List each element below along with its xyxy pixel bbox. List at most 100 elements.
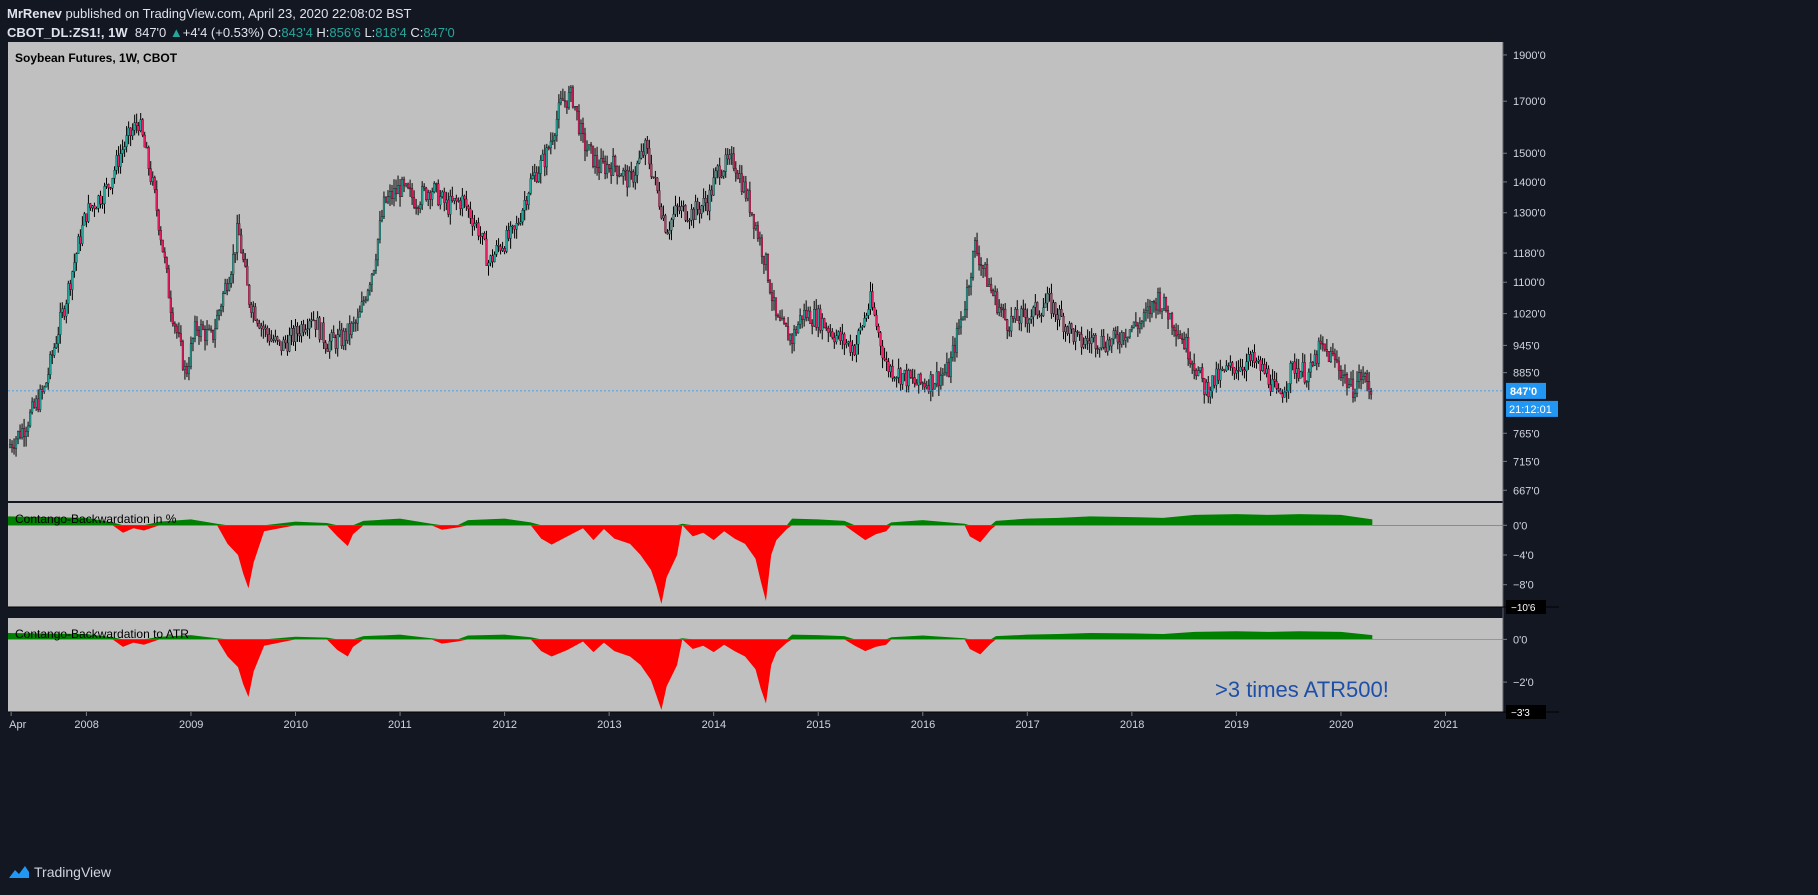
candle-body: [1187, 337, 1190, 360]
indicator-pane-title: Contango-Backwardation to ATR: [15, 627, 189, 641]
candle-body: [57, 334, 60, 344]
candle-body: [901, 373, 904, 385]
candle-body: [608, 164, 611, 169]
candle-body: [1251, 352, 1254, 361]
candle-body: [1227, 365, 1230, 367]
candle-body: [915, 382, 918, 386]
candle-body: [199, 324, 203, 337]
candle-body: [457, 200, 460, 202]
candle-body: [770, 292, 774, 302]
candle-body: [1277, 388, 1280, 391]
candle-body: [664, 215, 667, 233]
candle-body: [1355, 381, 1359, 394]
candle-body: [682, 205, 685, 207]
chart-canvas[interactable]: 1900'0 1700'0 1500'0 1400'0 1300'0 1180'0 1100…: [0, 0, 1818, 860]
candle-body: [99, 195, 102, 205]
candle-body: [909, 370, 912, 378]
candle-body: [487, 262, 490, 266]
candle-body: [730, 153, 733, 155]
candle-body: [724, 154, 727, 172]
candle-body: [246, 265, 249, 286]
candle-body: [1225, 365, 1228, 371]
candle-body: [230, 274, 233, 284]
candle-body: [545, 147, 548, 168]
candle-body: [264, 327, 267, 330]
price-change: +4'4 (+0.53%): [182, 25, 265, 40]
candle-body: [262, 325, 265, 330]
candle-body: [368, 284, 371, 291]
candle-body: [857, 330, 860, 345]
candle-body: [471, 218, 474, 227]
candle-body: [1114, 330, 1117, 335]
candle-body: [941, 373, 944, 376]
candle-body: [97, 195, 100, 209]
candle-body: [893, 377, 896, 379]
candle-body: [535, 172, 538, 182]
candle-body: [1138, 322, 1141, 329]
candle-body: [957, 326, 961, 329]
candle-body: [744, 181, 747, 199]
chart-pane-1[interactable]: [8, 42, 1503, 501]
author-name[interactable]: MrRenev: [7, 6, 62, 21]
candle-body: [648, 148, 651, 165]
candle-body: [891, 366, 894, 379]
candle-body: [491, 255, 494, 263]
candle-body: [626, 169, 629, 188]
candle-body: [340, 329, 343, 347]
candle-body: [403, 179, 406, 186]
candle-body: [976, 240, 979, 254]
time-tick-label: 2013: [597, 719, 621, 731]
candle-body: [73, 262, 76, 272]
candle-body: [1175, 330, 1178, 337]
candle-body: [1142, 312, 1145, 322]
candle-body: [161, 239, 164, 253]
candle-body: [328, 340, 331, 352]
candle-body: [1006, 319, 1009, 331]
tradingview-logo-icon[interactable]: [8, 864, 30, 880]
candle-body: [449, 196, 452, 215]
candle-body: [1134, 321, 1137, 326]
candle-body: [847, 341, 850, 344]
candle-body: [1169, 313, 1172, 320]
candle-body: [1339, 370, 1343, 379]
candle-body: [338, 329, 341, 335]
candle-body: [288, 335, 291, 352]
candle-body: [686, 220, 689, 222]
candle-body: [668, 230, 671, 235]
candle-body: [853, 345, 856, 356]
candle-body: [1046, 293, 1049, 304]
candle-body: [573, 106, 577, 108]
candle-body: [330, 332, 333, 342]
candle-body: [636, 162, 639, 176]
indicator-tick-label: −8'0: [1513, 580, 1534, 592]
candle-body: [1301, 362, 1304, 373]
candle-body: [1209, 390, 1212, 397]
candle-body: [300, 324, 303, 337]
candle-body: [567, 92, 570, 109]
candle-body: [1004, 308, 1007, 320]
candle-body: [1311, 362, 1314, 366]
candle-body: [421, 186, 424, 205]
candle-body: [1126, 336, 1129, 339]
candle-body: [949, 357, 952, 377]
symbol-label[interactable]: CBOT_DL:ZS1!, 1W: [7, 25, 128, 40]
candle-body: [990, 284, 993, 291]
candle-body: [752, 214, 755, 229]
candle-body: [469, 208, 472, 219]
candle-body: [1020, 308, 1023, 324]
contango-area-1: [8, 514, 1373, 526]
candle-body: [1152, 301, 1156, 304]
candle-body: [89, 203, 92, 209]
candle-body: [925, 385, 928, 388]
candle-body: [133, 122, 136, 131]
candle-body: [712, 177, 715, 196]
footer-brand-label[interactable]: TradingView: [34, 864, 112, 880]
candle-body: [59, 312, 62, 335]
candle-body: [754, 225, 757, 229]
candle-body: [1245, 361, 1248, 372]
candle-body: [1062, 315, 1065, 332]
candle-body: [1221, 368, 1224, 371]
candle-body: [863, 318, 866, 327]
candle-body: [575, 106, 579, 112]
candle-body: [646, 140, 649, 149]
